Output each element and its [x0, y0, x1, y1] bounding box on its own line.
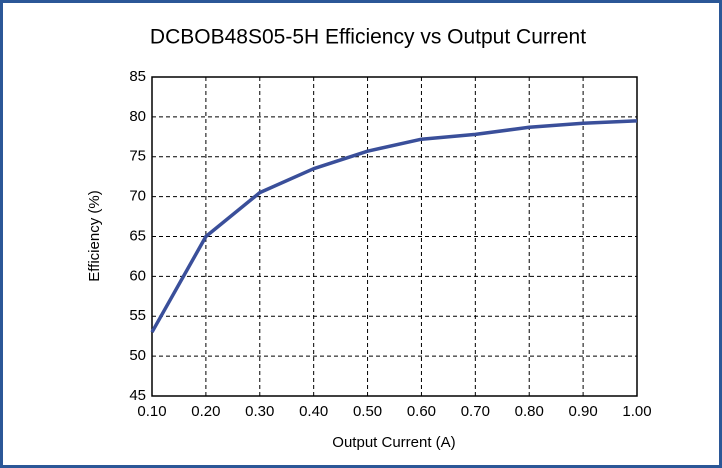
y-axis-label: Efficiency (%) — [86, 190, 103, 281]
x-tick-label: 0.50 — [353, 403, 382, 420]
x-tick-label: 0.90 — [569, 403, 598, 420]
y-tick-label: 70 — [129, 188, 146, 205]
y-tick-label: 65 — [129, 227, 146, 244]
y-tick-label: 45 — [129, 387, 146, 404]
y-tick-label: 60 — [129, 267, 146, 284]
x-tick-label: 0.20 — [191, 403, 220, 420]
x-tick-label: 0.70 — [461, 403, 490, 420]
y-tick-label: 80 — [129, 108, 146, 125]
x-tick-label: 0.30 — [245, 403, 274, 420]
x-tick-label: 0.10 — [137, 403, 166, 420]
y-tick-label: 75 — [129, 148, 146, 165]
y-tick-label: 55 — [129, 307, 146, 324]
y-tick-label: 50 — [129, 347, 146, 364]
x-axis-label: Output Current (A) — [332, 434, 455, 451]
line-series — [150, 119, 638, 334]
x-tick-label: 0.60 — [407, 403, 436, 420]
x-tick-label: 1.00 — [622, 403, 651, 420]
plot-frame — [151, 76, 638, 397]
x-tick-label: 0.40 — [299, 403, 328, 420]
x-tick-label: 0.80 — [515, 403, 544, 420]
chart-title: DCBOB48S05-5H Efficiency vs Output Curre… — [150, 26, 586, 49]
y-tick-label: 85 — [129, 68, 146, 85]
